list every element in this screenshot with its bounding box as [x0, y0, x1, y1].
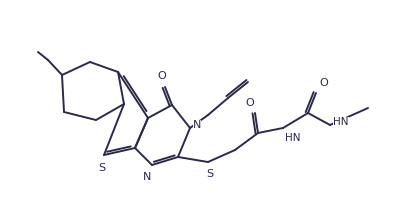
- Text: O: O: [319, 78, 328, 88]
- Text: N: N: [143, 172, 151, 182]
- Text: N: N: [193, 120, 201, 130]
- Text: S: S: [207, 169, 213, 179]
- Text: O: O: [246, 98, 254, 108]
- Text: O: O: [157, 71, 166, 81]
- Text: HN: HN: [285, 133, 301, 143]
- Text: S: S: [99, 163, 106, 173]
- Text: HN: HN: [333, 117, 348, 127]
